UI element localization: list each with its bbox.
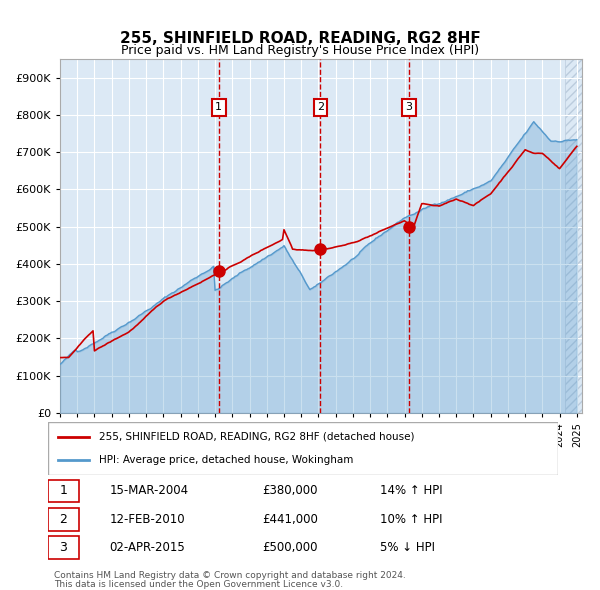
FancyBboxPatch shape	[48, 480, 79, 502]
Text: 15-MAR-2004: 15-MAR-2004	[109, 484, 188, 497]
Text: HPI: Average price, detached house, Wokingham: HPI: Average price, detached house, Woki…	[99, 455, 353, 465]
Text: 3: 3	[406, 103, 412, 113]
Text: £380,000: £380,000	[262, 484, 318, 497]
Text: 14% ↑ HPI: 14% ↑ HPI	[380, 484, 442, 497]
Text: 1: 1	[59, 484, 67, 497]
Text: 5% ↓ HPI: 5% ↓ HPI	[380, 541, 434, 554]
Text: £500,000: £500,000	[262, 541, 318, 554]
Text: Price paid vs. HM Land Registry's House Price Index (HPI): Price paid vs. HM Land Registry's House …	[121, 44, 479, 57]
Text: This data is licensed under the Open Government Licence v3.0.: This data is licensed under the Open Gov…	[54, 579, 343, 589]
Text: 255, SHINFIELD ROAD, READING, RG2 8HF (detached house): 255, SHINFIELD ROAD, READING, RG2 8HF (d…	[99, 432, 415, 442]
Text: 10% ↑ HPI: 10% ↑ HPI	[380, 513, 442, 526]
Text: £441,000: £441,000	[262, 513, 318, 526]
FancyBboxPatch shape	[48, 422, 558, 475]
Text: 3: 3	[59, 541, 67, 554]
Bar	[565, 59, 582, 413]
Text: 2: 2	[317, 103, 324, 113]
Text: 12-FEB-2010: 12-FEB-2010	[109, 513, 185, 526]
Text: 2: 2	[59, 513, 67, 526]
FancyBboxPatch shape	[48, 536, 79, 559]
Text: Contains HM Land Registry data © Crown copyright and database right 2024.: Contains HM Land Registry data © Crown c…	[54, 571, 406, 580]
Text: 02-APR-2015: 02-APR-2015	[109, 541, 185, 554]
FancyBboxPatch shape	[48, 508, 79, 530]
Text: 1: 1	[215, 103, 222, 113]
Text: 255, SHINFIELD ROAD, READING, RG2 8HF: 255, SHINFIELD ROAD, READING, RG2 8HF	[119, 31, 481, 46]
